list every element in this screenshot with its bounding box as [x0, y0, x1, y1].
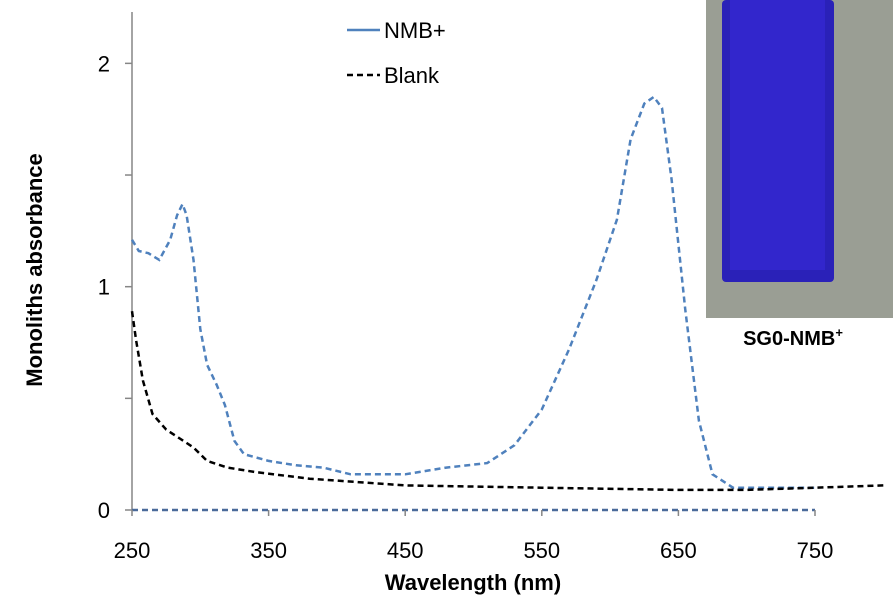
photo-label-sup: + [835, 325, 843, 340]
x-tick-label: 650 [660, 538, 697, 563]
photo-label: SG0-NMB+ [743, 325, 843, 350]
x-axis-title: Wavelength (nm) [385, 570, 561, 595]
x-tick-label: 750 [797, 538, 834, 563]
x-tick-label: 350 [250, 538, 287, 563]
legend-label: Blank [384, 63, 440, 88]
photo [706, 0, 893, 318]
x-tick-label: 450 [387, 538, 424, 563]
y-tick-label: 2 [98, 51, 110, 76]
photo-label-main: SG0-NMB [743, 328, 835, 350]
x-tick-label: 250 [114, 538, 151, 563]
legend-label: NMB+ [384, 18, 446, 43]
y-tick-label: 0 [98, 498, 110, 523]
series-line [130, 95, 815, 489]
y-tick-label: 1 [98, 275, 110, 300]
cuvette-inner [730, 0, 825, 270]
y-axis-title: Monoliths absorbance [22, 153, 47, 386]
x-tick-label: 550 [523, 538, 560, 563]
series-line [130, 311, 884, 492]
